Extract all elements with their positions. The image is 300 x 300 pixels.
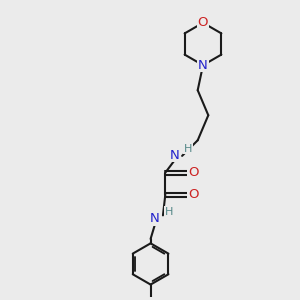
Text: N: N [150, 212, 160, 225]
Text: O: O [198, 16, 208, 29]
Text: O: O [188, 166, 199, 179]
Text: O: O [188, 188, 199, 201]
Text: H: H [165, 206, 173, 217]
Text: N: N [169, 148, 179, 161]
Text: N: N [198, 59, 208, 72]
Text: H: H [184, 143, 192, 154]
